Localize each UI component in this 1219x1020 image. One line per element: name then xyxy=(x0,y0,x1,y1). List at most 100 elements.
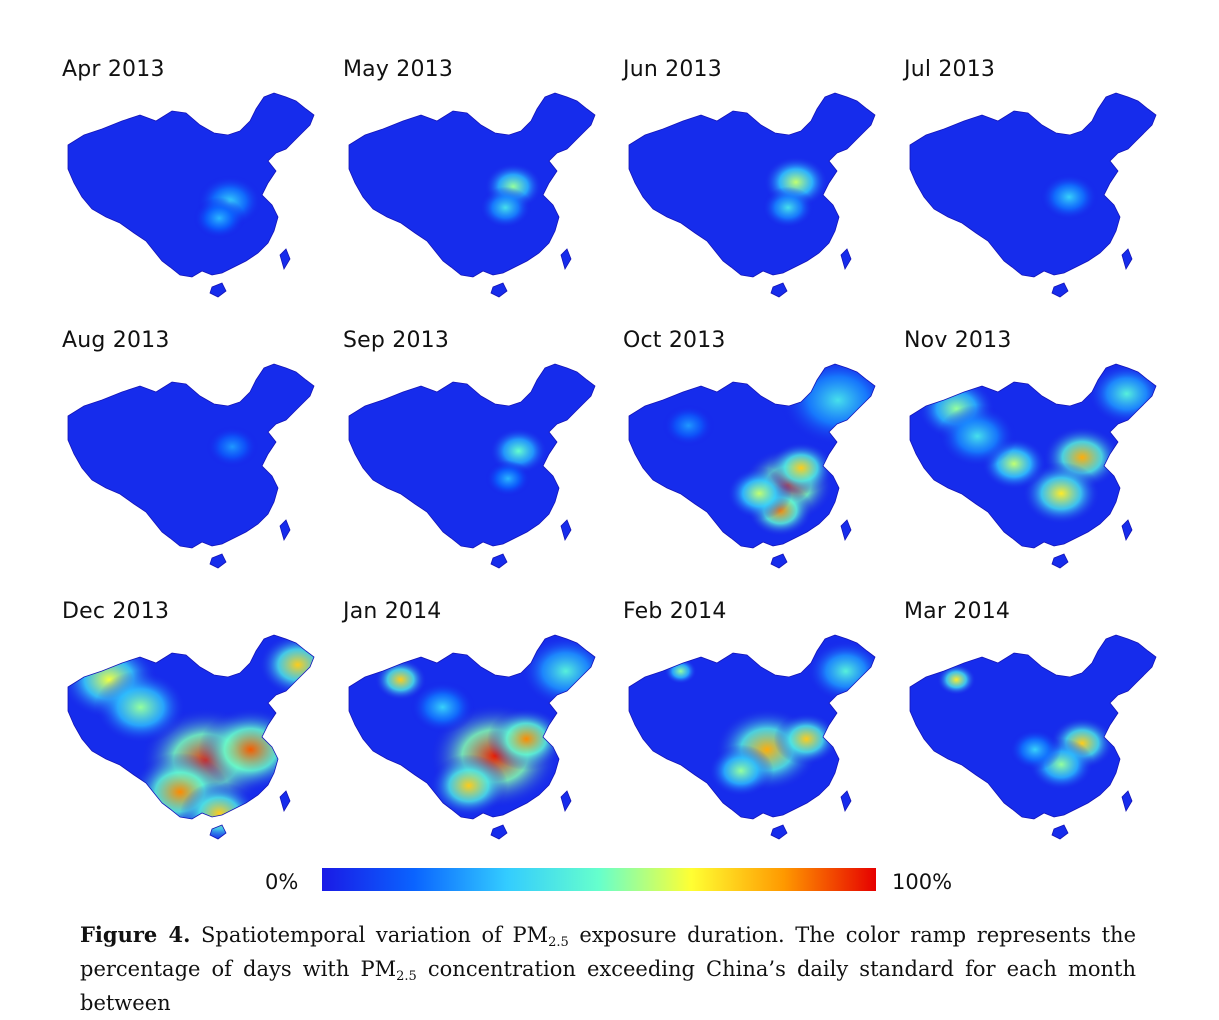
exposure-hotspot xyxy=(479,186,532,229)
map-panel-title: Jul 2013 xyxy=(904,57,996,82)
map-base-fill xyxy=(349,364,595,568)
map-outline xyxy=(560,519,572,541)
map-outline xyxy=(628,92,876,278)
map-panel: Jun 2013 xyxy=(623,57,893,319)
china-exposure-map xyxy=(67,92,315,298)
map-panel: Sep 2013 xyxy=(343,328,613,590)
map-outline xyxy=(67,634,315,820)
map-base-fill xyxy=(629,93,875,297)
map-outline xyxy=(209,824,227,840)
map-panel: Jan 2014 xyxy=(343,599,613,861)
exposure-hotspot xyxy=(409,681,476,734)
map-outline xyxy=(1051,824,1069,840)
map-panel-title: Jun 2013 xyxy=(623,57,722,82)
china-exposure-map xyxy=(909,634,1157,840)
map-outline xyxy=(560,248,572,270)
map-base-fill xyxy=(910,93,1156,297)
map-base-fill xyxy=(68,364,314,568)
exposure-hotspot xyxy=(1087,364,1156,426)
map-panel-title: Feb 2014 xyxy=(623,599,727,624)
map-panel: Aug 2013 xyxy=(62,328,332,590)
china-exposure-map xyxy=(348,363,596,569)
exposure-hotspot xyxy=(778,364,875,448)
china-exposure-map xyxy=(348,92,596,298)
map-outline xyxy=(560,790,572,812)
map-panel-title: Dec 2013 xyxy=(62,599,170,624)
map-panel-title: Sep 2013 xyxy=(343,328,450,353)
map-outline xyxy=(348,92,596,278)
caption-sub-2: 2.5 xyxy=(396,969,417,984)
map-outline xyxy=(1121,790,1133,812)
china-exposure-map xyxy=(67,634,315,840)
map-panel-title: Mar 2014 xyxy=(904,599,1011,624)
map-outline xyxy=(279,519,291,541)
map-outline xyxy=(279,790,291,812)
map-outline xyxy=(909,92,1157,278)
caption-label: Figure 4. xyxy=(80,922,191,947)
map-outline xyxy=(490,282,508,298)
map-outline xyxy=(909,634,1157,820)
map-base-fill xyxy=(68,93,314,297)
map-panel-title: Apr 2013 xyxy=(62,57,165,82)
exposure-hotspot xyxy=(487,707,566,771)
colorbar-min-label: 0% xyxy=(265,870,299,894)
map-outline xyxy=(628,363,876,549)
map-outline xyxy=(209,282,227,298)
map-grid: Apr 2013 May 2013 Jun 2013 Jul 2013 Aug 2013… xyxy=(62,57,1174,861)
china-exposure-map xyxy=(628,634,876,840)
map-base-fill xyxy=(349,93,595,297)
map-panel-title: May 2013 xyxy=(343,57,454,82)
map-panel: Apr 2013 xyxy=(62,57,332,319)
exposure-hotspot xyxy=(768,441,834,495)
map-panel: Nov 2013 xyxy=(904,328,1174,590)
map-outline xyxy=(840,519,852,541)
exposure-hotspot xyxy=(206,425,259,468)
exposure-hotspot xyxy=(94,670,187,744)
map-panel: Oct 2013 xyxy=(623,328,893,590)
china-exposure-map xyxy=(909,92,1157,298)
exposure-hotspot xyxy=(179,781,259,839)
exposure-hotspot xyxy=(936,663,977,696)
colorbar: 0% 100% xyxy=(0,862,1219,902)
map-panel: Jul 2013 xyxy=(904,57,1174,319)
exposure-hotspot xyxy=(1008,728,1062,771)
colorbar-ramp xyxy=(322,868,876,891)
exposure-hotspot xyxy=(485,460,531,497)
exposure-hotspot xyxy=(519,635,595,708)
map-panel-title: Nov 2013 xyxy=(904,328,1012,353)
map-panel-title: Jan 2014 xyxy=(343,599,442,624)
colorbar-max-label: 100% xyxy=(892,870,953,894)
map-outline xyxy=(67,363,315,549)
map-panel: Mar 2014 xyxy=(904,599,1174,861)
exposure-hotspot xyxy=(664,658,698,685)
caption-text-1: Spatiotemporal variation of PM xyxy=(201,923,549,947)
exposure-hotspot xyxy=(662,404,715,447)
map-outline xyxy=(840,790,852,812)
china-exposure-map xyxy=(348,634,596,840)
map-outline xyxy=(348,634,596,820)
map-outline xyxy=(1121,519,1133,541)
map-outline xyxy=(840,248,852,270)
exposure-hotspot xyxy=(429,754,509,818)
map-outline xyxy=(279,248,291,270)
map-outline xyxy=(67,92,315,278)
map-outline xyxy=(1051,553,1069,569)
china-exposure-map xyxy=(628,363,876,569)
map-outline xyxy=(490,553,508,569)
exposure-hotspot xyxy=(761,186,815,229)
caption-text-2: exposure duration. The color ramp repres… xyxy=(80,923,1137,981)
map-outline xyxy=(1121,248,1133,270)
map-panel: Feb 2014 xyxy=(623,599,893,861)
map-outline xyxy=(490,824,508,840)
caption-sub-1: 2.5 xyxy=(548,935,569,950)
exposure-hotspot xyxy=(938,404,1017,468)
exposure-hotspot xyxy=(1039,173,1099,221)
china-exposure-map xyxy=(67,363,315,569)
exposure-hotspot xyxy=(773,712,840,766)
exposure-hotspot xyxy=(258,635,314,697)
exposure-hotspot xyxy=(708,744,774,797)
china-exposure-map xyxy=(628,92,876,298)
map-panel-title: Aug 2013 xyxy=(62,328,170,353)
map-outline xyxy=(1051,282,1069,298)
map-outline xyxy=(628,634,876,820)
